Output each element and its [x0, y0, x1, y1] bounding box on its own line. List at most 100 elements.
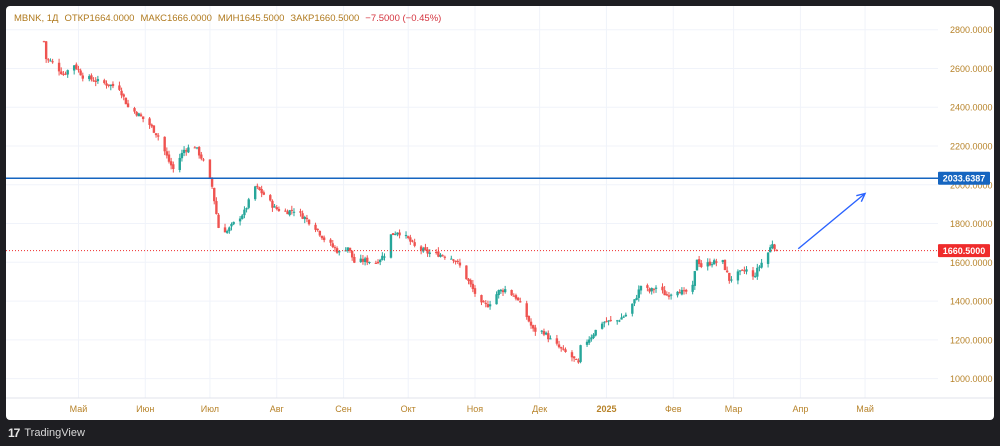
horizontal-level-label: 2033.6387 [943, 174, 986, 184]
candle-body [650, 288, 653, 292]
candle-body [588, 339, 591, 343]
candle-body [471, 283, 475, 290]
candle-body [678, 292, 681, 294]
candle-body [544, 332, 548, 335]
candle-body [60, 71, 63, 75]
candle-body [529, 321, 533, 326]
candle-body [398, 232, 401, 236]
candle-body [103, 80, 106, 84]
candle-body [154, 133, 158, 136]
candle-body [126, 103, 130, 108]
time-axis[interactable]: Май Июн Июл Авг Сен Окт Ноя Дек 2025 Фев Мар Апр Май [6, 397, 994, 414]
candle-body [443, 256, 447, 258]
candle-body [441, 255, 444, 257]
y-tick-label: 2600.0000 [950, 64, 993, 74]
candle-body [202, 159, 205, 161]
candle-body [700, 263, 703, 267]
candle-body [213, 187, 216, 202]
candle-body [182, 149, 186, 154]
candle-body [680, 289, 684, 295]
candle-body [42, 41, 46, 43]
candle-body [635, 297, 638, 300]
candle-body [514, 295, 518, 299]
trend-arrow-line[interactable] [797, 192, 866, 250]
candle-body [271, 200, 274, 208]
candle-body [51, 61, 54, 63]
candle-body [450, 258, 453, 260]
candle-body [230, 224, 233, 227]
candle-body [172, 164, 175, 170]
candle-body [756, 267, 759, 277]
candle-body [381, 255, 384, 261]
candle-body [549, 338, 552, 340]
candle-body [217, 214, 220, 228]
price-chart[interactable]: 1000.0000 1200.0000 1400.0000 1600.0000 1800… [6, 6, 994, 420]
candle-body [562, 348, 565, 350]
candle-body [368, 261, 371, 263]
high-value: МАКС1666.0000 [140, 13, 212, 24]
symbol-label[interactable]: MBNK, 1Д [14, 13, 59, 24]
candle-body [305, 217, 309, 220]
candle-body [90, 75, 93, 80]
candle-body [618, 320, 621, 322]
y-tick-label: 1600.0000 [950, 258, 993, 268]
candle-body [454, 260, 457, 262]
candle-body [605, 321, 608, 323]
candle-body [301, 213, 304, 219]
candle-body [120, 90, 123, 96]
close-value: ЗАКР1660.5000 [290, 13, 360, 24]
candle-body [292, 211, 296, 213]
x-tick-label: Фев [665, 404, 682, 414]
candle-body [652, 289, 656, 291]
candle-body [348, 247, 352, 251]
candle-body [316, 228, 319, 231]
candle-body [413, 242, 416, 246]
brand-name[interactable]: TradingView [24, 427, 85, 439]
candle-body [135, 111, 138, 116]
candle-body [409, 237, 412, 242]
candle-body [62, 73, 65, 75]
candle-body [480, 295, 483, 303]
candle-body [708, 261, 712, 266]
y-tick-label: 2400.0000 [950, 103, 993, 113]
candle-body [723, 259, 727, 270]
candle-body [406, 236, 410, 238]
candle-body [665, 294, 668, 296]
candle-body [488, 304, 492, 307]
candle-body [661, 286, 664, 291]
candle-body [208, 159, 212, 179]
candle-body [534, 327, 537, 332]
candle-body [389, 234, 393, 258]
candle-body [609, 319, 612, 321]
candle-body [374, 262, 378, 264]
candle-body [577, 360, 580, 363]
candle-body [465, 265, 468, 280]
candle-body [241, 215, 244, 219]
candle-body [706, 262, 709, 267]
candle-body [503, 289, 507, 293]
candle-body [290, 209, 294, 211]
candle-body [579, 345, 582, 362]
candle-body [497, 290, 500, 296]
candle-body [335, 248, 339, 253]
change-value: −7.5000 (−0.45%) [365, 13, 442, 24]
candle-body [570, 352, 574, 358]
tradingview-logo-icon[interactable]: 17 [8, 426, 20, 440]
horizontal-level-tag [938, 171, 990, 185]
candle-body [631, 303, 634, 314]
candle-body [590, 337, 593, 340]
candle-body [639, 285, 643, 291]
y-tick-label: 2000.0000 [950, 180, 993, 190]
candle-body [527, 316, 531, 322]
candle-body [303, 217, 306, 220]
candle-body [458, 262, 462, 266]
candle-body [133, 108, 136, 112]
price-axis[interactable]: 1000.0000 1200.0000 1400.0000 1600.0000 1800… [938, 25, 993, 384]
chart-panel[interactable]: 1000.0000 1200.0000 1400.0000 1600.0000 1800… [6, 6, 994, 420]
candle-body [728, 272, 731, 281]
candle-body [607, 320, 610, 322]
candle-body [775, 249, 778, 251]
candle-body [585, 341, 589, 345]
candle-body [210, 178, 214, 187]
candle-body [262, 192, 266, 195]
